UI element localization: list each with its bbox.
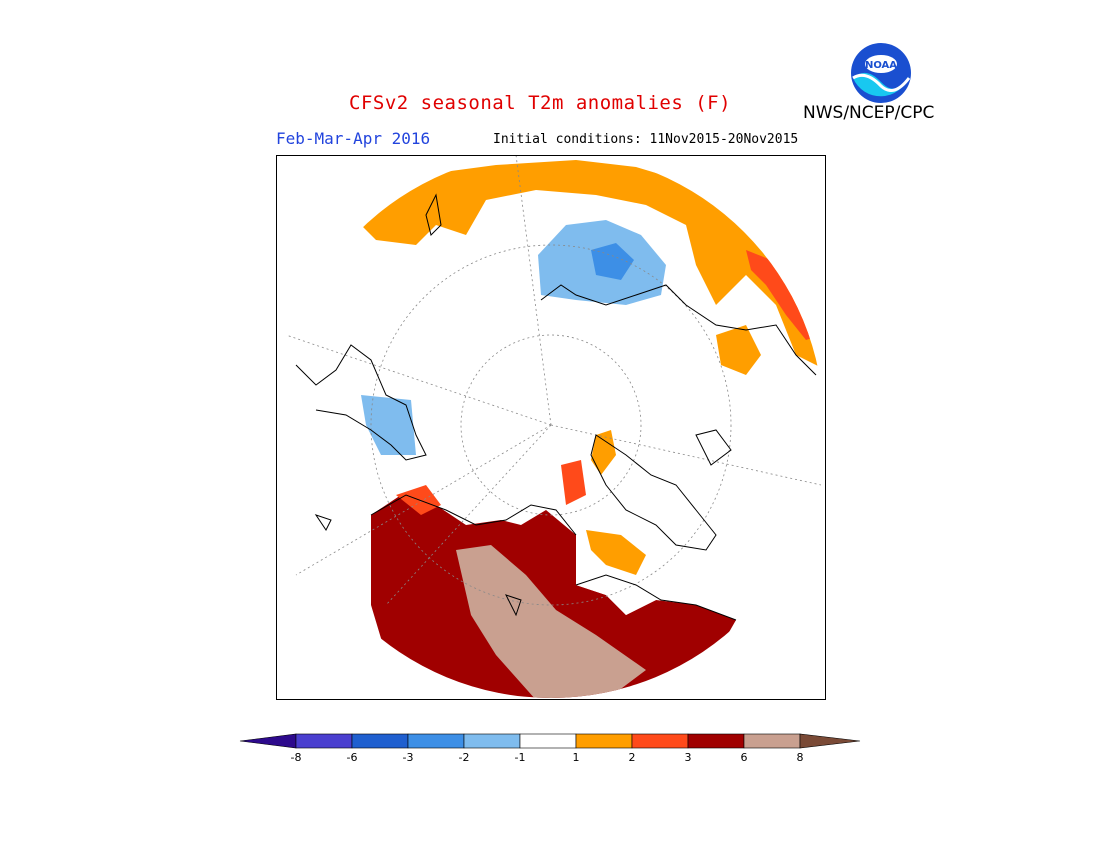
- coastlines: [295, 193, 817, 621]
- arctic-cold-core: [591, 243, 634, 280]
- noaa-logo: NOAA: [851, 43, 911, 103]
- colorbar-segment: [295, 733, 353, 749]
- initial-conditions-label: Initial conditions: 11Nov2015-20Nov2015: [493, 132, 799, 147]
- colorbar-tick-label: -8: [290, 751, 302, 764]
- siberia-orange-patch: [716, 325, 761, 375]
- greenland-red-patch: [561, 460, 586, 505]
- season-label: Feb-Mar-Apr 2016: [276, 129, 431, 148]
- colorbar-tick-label: 6: [740, 751, 748, 764]
- eurasia-warm-region: [361, 160, 824, 370]
- canada-orange-patch: [586, 530, 646, 575]
- colorbar-tick-label: 3: [684, 751, 692, 764]
- colorbar-segment: [351, 733, 409, 749]
- colorbar-segment: [463, 733, 521, 749]
- polar-map: [276, 155, 826, 700]
- colorbar-segment: [575, 733, 633, 749]
- colorbar-tick-label: -6: [346, 751, 358, 764]
- colorbar-segment: [519, 733, 577, 749]
- east-asia-cold-region: [361, 395, 416, 455]
- greenland-warm-patch: [591, 430, 616, 475]
- colorbar-tick-label: -3: [402, 751, 414, 764]
- colorbar-arrow-low: [239, 733, 297, 749]
- colorbar-tick-label: 2: [628, 751, 636, 764]
- organization-label: NWS/NCEP/CPC: [803, 103, 935, 123]
- colorbar-segment: [687, 733, 745, 749]
- colorbar-segment: [743, 733, 801, 749]
- europe-white-gap: [576, 580, 656, 615]
- colorbar-segment: [407, 733, 465, 749]
- colorbar-tick-label: 1: [572, 751, 580, 764]
- colorbar-segment: [631, 733, 689, 749]
- noaa-logo-text: NOAA: [865, 60, 897, 71]
- north-america-dark-red-region: [371, 495, 736, 698]
- colorbar-tick-label: -2: [458, 751, 470, 764]
- colorbar-arrow-high: [799, 733, 861, 749]
- colorbar-tick-label: 8: [796, 751, 804, 764]
- north-america-brown-region: [456, 545, 646, 698]
- colorbar: [239, 733, 861, 749]
- colorbar-tick-label: -1: [514, 751, 526, 764]
- chart-title: CFSv2 seasonal T2m anomalies (F): [349, 92, 732, 114]
